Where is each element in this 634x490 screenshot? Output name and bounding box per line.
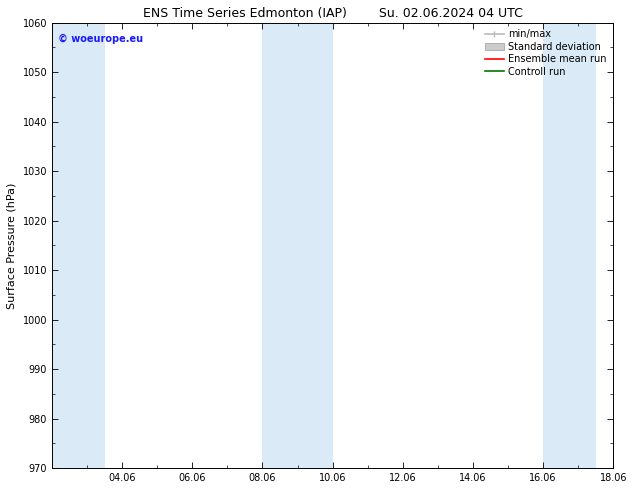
Bar xyxy=(52,23,105,468)
Y-axis label: Surface Pressure (hPa): Surface Pressure (hPa) xyxy=(7,182,17,309)
Legend: min/max, Standard deviation, Ensemble mean run, Controll run: min/max, Standard deviation, Ensemble me… xyxy=(482,27,609,78)
Title: ENS Time Series Edmonton (IAP)        Su. 02.06.2024 04 UTC: ENS Time Series Edmonton (IAP) Su. 02.06… xyxy=(143,7,522,20)
Bar xyxy=(262,23,333,468)
Bar xyxy=(543,23,596,468)
Text: © woeurope.eu: © woeurope.eu xyxy=(58,34,143,44)
